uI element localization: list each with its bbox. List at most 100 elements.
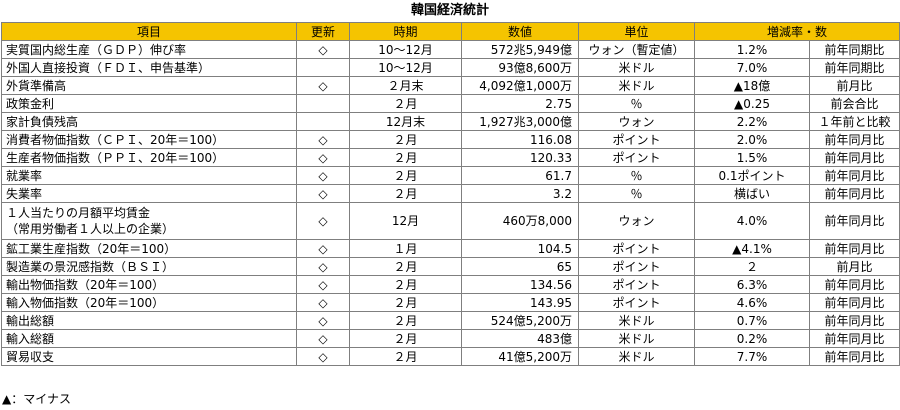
cell-update: ◇ xyxy=(296,202,350,240)
table-row: 製造業の景況感指数（ＢＳＩ） ◇ ２月 65 ポイント ２ 前月比 xyxy=(1,257,900,276)
cell-unit: ポイント xyxy=(578,293,695,312)
header-rate: 増減率・数 xyxy=(693,22,900,41)
item-label: 消費者物価指数（ＣＰＩ、20年＝100） xyxy=(6,132,225,147)
cell-item: １人当たりの月額平均賃金 （常用労働者１人以上の企業） xyxy=(1,202,297,240)
cell-update: ◇ xyxy=(296,130,350,149)
item-label: 鉱工業生産指数（20年＝100） xyxy=(6,241,177,256)
header-period: 時期 xyxy=(349,22,462,41)
table-row: 失業率 ◇ ２月 3.2 ％横ばい 前年同月比 xyxy=(1,184,900,203)
cell-comparison: 前年同月比 xyxy=(808,311,900,330)
cell-unit: ポイント xyxy=(578,130,695,149)
cell-period: 10〜12月 xyxy=(349,58,462,77)
cell-comparison: 前年同月比 xyxy=(808,166,900,185)
cell-unit: ポイント xyxy=(578,275,695,294)
item-label: 政策金利 xyxy=(6,96,55,111)
cell-value: 460万8,000 xyxy=(461,202,579,240)
cell-value: 41億5,200万 xyxy=(461,347,579,366)
cell-period: 10〜12月 xyxy=(349,40,462,59)
cell-item: 外貨準備高 xyxy=(1,76,297,95)
cell-period: ２月 xyxy=(349,184,462,203)
cell-comparison: 前年同月比 xyxy=(808,293,900,312)
cell-value: 134.56 xyxy=(461,275,579,294)
item-label-line2: （常用労働者１人以上の企業） xyxy=(6,222,175,236)
header-item: 項目 xyxy=(1,22,297,41)
cell-unit: ポイント xyxy=(578,239,695,258)
table-row: １人当たりの月額平均賃金 （常用労働者１人以上の企業） ◇ 12月 460万8,000 ウ… xyxy=(1,202,900,240)
cell-item: 実質国内総生産（ＧＤＰ）伸び率 xyxy=(1,40,297,59)
cell-update: ◇ xyxy=(296,184,350,203)
item-label: 就業率 xyxy=(6,168,43,183)
cell-item: 鉱工業生産指数（20年＝100） xyxy=(1,239,297,258)
cell-value: 120.33 xyxy=(461,148,579,167)
table-row: 実質国内総生産（ＧＤＰ）伸び率 ◇ 10〜12月 572兆5,949億 ウォン（暫定値）… xyxy=(1,40,900,59)
cell-item: 政策金利 xyxy=(1,94,297,113)
table-row: 家計負債残高 12月末 1,927兆3,000億 ウォン 2.2% １年前と比較 xyxy=(1,112,900,131)
cell-update: ◇ xyxy=(296,257,350,276)
cell-item: 外国人直接投資（ＦＤＩ、申告基準） xyxy=(1,58,297,77)
cell-period: ２月 xyxy=(349,148,462,167)
cell-update: ◇ xyxy=(296,40,350,59)
cell-period: ２月 xyxy=(349,275,462,294)
cell-unit: ％ xyxy=(578,94,695,113)
cell-value: 483億 xyxy=(461,329,579,348)
table-row: 消費者物価指数（ＣＰＩ、20年＝100） ◇ ２月 116.08 ポイント 2.0% 前年同… xyxy=(1,130,900,149)
item-label: 失業率 xyxy=(6,186,43,201)
cell-comparison: 前会合比 xyxy=(808,94,900,113)
cell-rate: 6.3% xyxy=(694,275,810,294)
item-label: 生産者物価指数（ＰＰＩ、20年＝100） xyxy=(6,150,225,165)
cell-item: 輸入総額 xyxy=(1,329,297,348)
page-title: 韓国経済統計 xyxy=(410,3,489,18)
cell-unit: 米ドル xyxy=(578,347,695,366)
cell-rate: 横ばい xyxy=(694,184,810,203)
cell-update: ◇ xyxy=(296,239,350,258)
cell-rate: 2.2% xyxy=(694,112,810,131)
cell-value: 3.2 xyxy=(461,184,579,203)
table-row: 輸入物価指数（20年＝100） ◇ ２月 143.95 ポイント 4.6% 前年同月比 xyxy=(1,293,900,312)
footnote-minus: ▲：マイナス xyxy=(2,392,71,406)
cell-period: ２月 xyxy=(349,347,462,366)
cell-period: １月 xyxy=(349,239,462,258)
cell-update xyxy=(296,94,350,113)
cell-update: ◇ xyxy=(296,293,350,312)
cell-item: 輸出物価指数（20年＝100） xyxy=(1,275,297,294)
cell-unit: ポイント xyxy=(578,148,695,167)
cell-rate: 7.0% xyxy=(694,58,810,77)
cell-value: 65 xyxy=(461,257,579,276)
header-update: 更新 xyxy=(296,22,350,41)
cell-comparison: 前年同期比 xyxy=(808,40,900,59)
cell-update: ◇ xyxy=(296,329,350,348)
header-row: 項目 更新 時期 数値 単位 増減率・数 xyxy=(1,22,900,41)
table-row: 外国人直接投資（ＦＤＩ、申告基準） 10〜12月 93億8,600万 米ドル 7.0% 前… xyxy=(1,58,900,77)
cell-rate: 4.0% xyxy=(694,202,810,240)
cell-comparison: 前年同月比 xyxy=(808,239,900,258)
cell-rate: 0.7% xyxy=(694,311,810,330)
cell-period: ２月 xyxy=(349,257,462,276)
cell-comparison: 前年同月比 xyxy=(808,184,900,203)
cell-unit: 米ドル xyxy=(578,58,695,77)
cell-item: 輸出総額 xyxy=(1,311,297,330)
cell-value: 104.5 xyxy=(461,239,579,258)
table-row: 輸入総額 ◇ ２月 483億 米ドル 0.2% 前年同月比 xyxy=(1,329,900,348)
cell-value: 524億5,200万 xyxy=(461,311,579,330)
cell-item: 家計負債残高 xyxy=(1,112,297,131)
item-label: 貿易収支 xyxy=(6,349,55,364)
cell-comparison: １年前と比較 xyxy=(808,112,900,131)
cell-value: 572兆5,949億 xyxy=(461,40,579,59)
cell-comparison: 前年同月比 xyxy=(808,329,900,348)
cell-period: ２月 xyxy=(349,130,462,149)
item-label: １人当たりの月額平均賃金 xyxy=(6,206,151,220)
cell-comparison: 前年同月比 xyxy=(808,148,900,167)
stats-table-body: 実質国内総生産（ＧＤＰ）伸び率 ◇ 10〜12月 572兆5,949億 ウォン（暫定値）… xyxy=(1,40,900,366)
cell-item: 輸入物価指数（20年＝100） xyxy=(1,293,297,312)
item-label: 家計負債残高 xyxy=(6,114,79,129)
cell-rate: 7.7% xyxy=(694,347,810,366)
cell-unit: ウォン（暫定値） xyxy=(578,40,695,59)
cell-period: 12月末 xyxy=(349,112,462,131)
cell-unit: ウォン xyxy=(578,202,695,240)
cell-update xyxy=(296,112,350,131)
cell-update: ◇ xyxy=(296,311,350,330)
item-label: 輸入物価指数（20年＝100） xyxy=(6,295,165,310)
table-row: 生産者物価指数（ＰＰＩ、20年＝100） ◇ ２月 120.33 ポイント 1.5% 前年同… xyxy=(1,148,900,167)
cell-comparison: 前年同月比 xyxy=(808,347,900,366)
cell-comparison: 前年同月比 xyxy=(808,130,900,149)
